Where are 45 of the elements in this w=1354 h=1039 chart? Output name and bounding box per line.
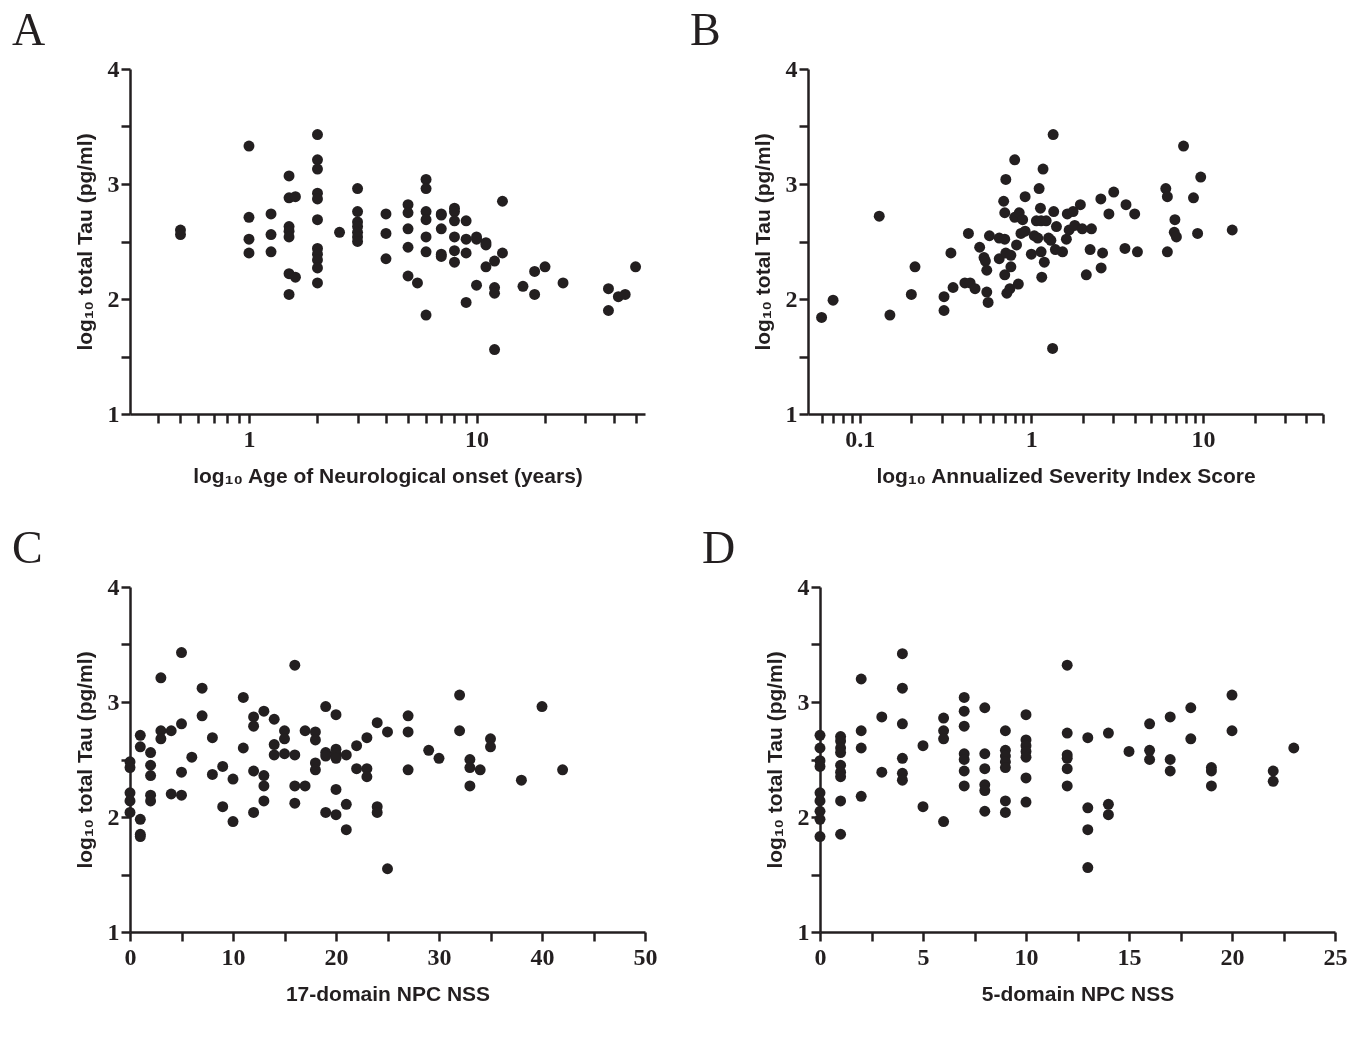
chart-title: D — [702, 522, 736, 573]
x-tick-label: 30 — [427, 943, 452, 970]
x-tick-label: 5 — [917, 943, 930, 970]
x-tick-label: 15 — [1117, 943, 1142, 970]
x-tick-label: 10 — [1014, 943, 1039, 970]
x-tick-label: 50 — [633, 943, 658, 970]
y-tick-label: 3 — [107, 170, 120, 197]
y-tick-label: 4 — [785, 55, 798, 82]
y-tick-label: 2 — [107, 285, 120, 312]
y-tick-label: 4 — [107, 55, 120, 82]
chart-title: A — [12, 4, 46, 55]
y-tick-label: 3 — [785, 170, 798, 197]
x-axis-title: 5-domain NPC NSS — [981, 981, 1175, 1005]
x-tick-label: 25 — [1323, 943, 1348, 970]
x-tick-label: 10 — [465, 425, 490, 452]
chart-title: C — [12, 522, 43, 573]
y-tick-label: 2 — [797, 803, 810, 830]
x-tick-label: 10 — [221, 943, 246, 970]
y-axis-title: log₁₀ total Tau (pg/ml) — [762, 651, 786, 869]
y-tick-label: 1 — [785, 400, 798, 427]
x-tick-label: 20 — [1220, 943, 1245, 970]
x-tick-label: 10 — [1191, 425, 1216, 452]
y-tick-label: 3 — [797, 688, 810, 715]
x-tick-label: 0 — [814, 943, 827, 970]
y-axis-title: log₁₀ total Tau (pg/ml) — [72, 651, 96, 869]
y-axis-title: log₁₀ total Tau (pg/ml) — [72, 133, 96, 351]
x-tick-label: 0 — [124, 943, 137, 970]
x-tick-label: 1 — [243, 425, 256, 452]
y-axis-title: log₁₀ total Tau (pg/ml) — [750, 133, 774, 351]
x-axis-title: log₁₀ Age of Neurological onset (years) — [193, 463, 583, 487]
y-tick-label: 2 — [785, 285, 798, 312]
chart-title: B — [690, 4, 721, 55]
x-axis-title: log₁₀ Annualized Severity Index Score — [876, 463, 1256, 487]
x-tick-label: 1 — [1025, 425, 1038, 452]
x-tick-label: 40 — [530, 943, 555, 970]
y-tick-label: 1 — [107, 400, 120, 427]
y-tick-label: 1 — [797, 918, 810, 945]
y-tick-label: 4 — [797, 573, 810, 600]
y-tick-label: 3 — [107, 688, 120, 715]
x-axis-title: 17-domain NPC NSS — [285, 981, 491, 1005]
x-tick-label: 20 — [324, 943, 349, 970]
y-tick-label: 2 — [107, 803, 120, 830]
y-tick-label: 4 — [107, 573, 120, 600]
y-tick-label: 1 — [107, 918, 120, 945]
x-tick-label: 0.1 — [845, 425, 876, 452]
